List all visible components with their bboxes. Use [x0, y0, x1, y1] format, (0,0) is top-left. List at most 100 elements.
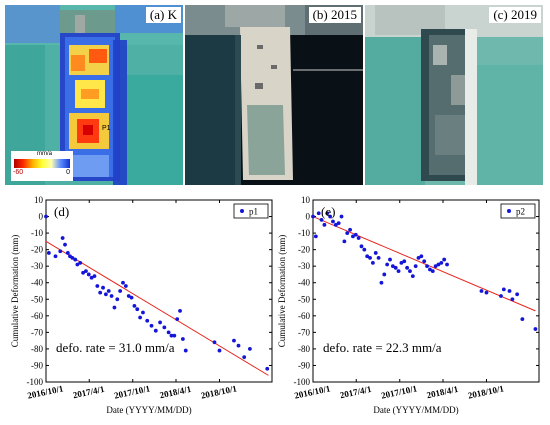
data-point: [402, 259, 407, 264]
data-point: [484, 290, 489, 295]
y-tick-label: -60: [31, 311, 43, 321]
y-tick-label: -100: [27, 377, 44, 387]
x-tick-label: 2018/10/1: [467, 383, 505, 400]
data-point: [132, 303, 137, 308]
data-point: [362, 247, 367, 252]
data-point: [342, 239, 347, 244]
data-point: [46, 251, 51, 255]
data-point: [115, 297, 120, 302]
data-point: [436, 262, 441, 267]
data-point: [413, 264, 418, 269]
data-point: [365, 254, 370, 259]
svg-text:P1: P1: [102, 125, 111, 132]
data-point: [507, 289, 512, 293]
x-tick-label: 2018/4/1: [426, 384, 460, 401]
data-point: [348, 227, 352, 232]
data-point: [316, 211, 321, 216]
y-tick-label: -100: [294, 377, 311, 387]
colorbar-max-label: 0: [66, 169, 70, 176]
x-tick-label: 2017/4/1: [72, 384, 106, 401]
data-point: [333, 222, 338, 227]
defo-rate-annotation: defo. rate = 22.3 mm/a: [323, 340, 442, 355]
data-point: [479, 289, 484, 293]
legend-label: p1: [249, 207, 258, 217]
data-point: [425, 264, 429, 269]
legend-box: [500, 203, 536, 219]
data-point: [118, 289, 123, 293]
y-tick-label: -80: [31, 344, 43, 354]
panel-a-label: (a) K: [145, 7, 181, 23]
data-point: [311, 214, 315, 219]
y-tick-label: -20: [298, 245, 310, 255]
data-point: [382, 272, 387, 277]
y-tick-label: -20: [31, 245, 43, 255]
data-point: [328, 214, 333, 219]
data-point: [217, 348, 222, 353]
data-point: [98, 290, 103, 295]
fit-line: [312, 216, 536, 312]
panel-b-label: (b) 2015: [308, 7, 361, 23]
plot-frame: [45, 199, 273, 383]
data-point: [405, 265, 410, 270]
data-point: [313, 234, 318, 239]
data-point: [135, 307, 140, 312]
data-point: [138, 315, 143, 320]
defo-rate-annotation: defo. rate = 31.0 mm/a: [56, 340, 175, 355]
data-point: [123, 284, 128, 288]
y-tick-label: 10: [34, 195, 44, 205]
data-point: [129, 295, 134, 300]
data-point: [356, 236, 361, 240]
data-point: [178, 308, 182, 313]
data-point: [510, 297, 515, 302]
data-point: [101, 285, 105, 290]
legend-marker: [507, 209, 511, 213]
fit-line: [45, 240, 269, 376]
data-point: [183, 348, 188, 353]
chart-panel-label: (d): [54, 204, 69, 219]
data-point: [430, 269, 435, 274]
data-point: [319, 217, 324, 222]
y-axis-label: Cumulative Deformation (mm): [10, 235, 20, 347]
data-point: [368, 256, 372, 260]
y-tick-label: -30: [298, 261, 310, 271]
data-point: [345, 231, 350, 235]
data-point: [58, 249, 63, 254]
y-tick-label: -40: [31, 278, 43, 288]
data-point: [439, 260, 444, 265]
chart-panel-label: (e): [321, 204, 335, 219]
data-point: [70, 256, 75, 260]
data-point: [396, 269, 401, 274]
data-point: [331, 219, 335, 224]
data-point: [265, 366, 270, 371]
data-point: [73, 257, 78, 262]
y-tick-label: -40: [298, 278, 310, 288]
y-tick-label: -90: [31, 360, 43, 370]
panel-c-label: (c) 2019: [489, 7, 541, 23]
data-point: [385, 262, 390, 267]
data-point: [325, 211, 330, 216]
data-point: [379, 280, 384, 285]
charts-area: 100-10-20-30-40-50-60-70-80-90-1002016/1…: [10, 195, 540, 415]
panel-c-satellite-2019: (c) 2019: [365, 5, 543, 185]
data-point: [86, 272, 91, 277]
data-point: [44, 214, 48, 219]
data-point: [149, 323, 154, 328]
data-point: [351, 234, 355, 239]
data-point: [390, 264, 395, 269]
y-tick-label: -50: [31, 294, 43, 304]
legend-box: [233, 203, 269, 219]
data-point: [89, 275, 94, 280]
data-point: [141, 310, 145, 315]
data-point: [175, 317, 180, 322]
data-point: [422, 259, 427, 264]
colorbar-min-label: -60: [13, 169, 24, 176]
y-tick-label: -70: [31, 327, 43, 337]
satellite-image-2019: [365, 5, 543, 185]
data-point: [339, 214, 344, 219]
data-point: [145, 318, 150, 323]
data-point: [112, 305, 117, 310]
data-point: [353, 232, 358, 237]
data-point: [75, 262, 80, 267]
x-tick-label: 2017/4/1: [339, 384, 373, 401]
y-tick-label: -50: [298, 294, 310, 304]
